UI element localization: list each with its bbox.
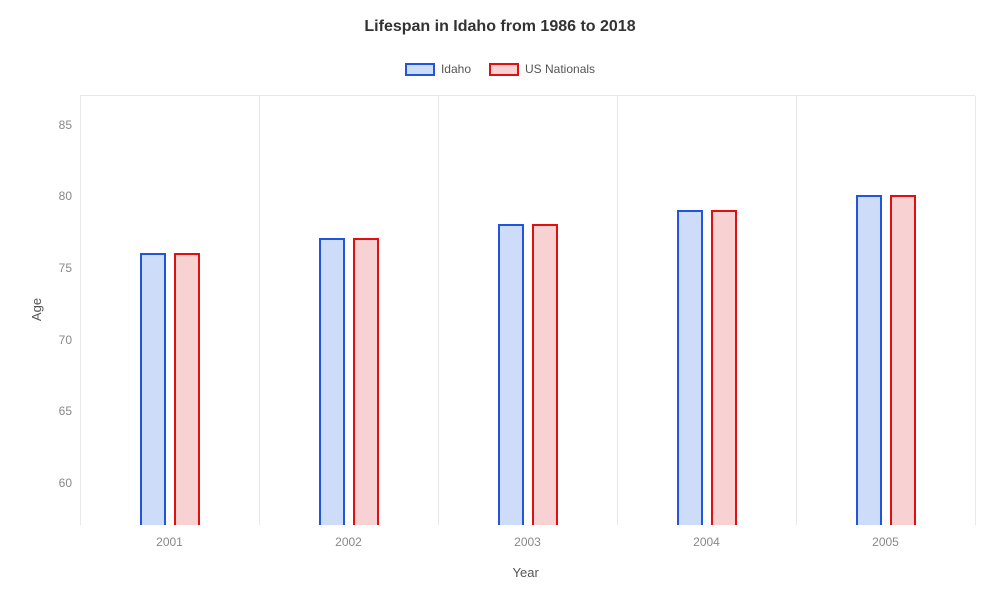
x-tick-label: 2003 xyxy=(514,535,541,549)
y-axis-label: Age xyxy=(29,298,44,321)
bar-us-nationals-2002 xyxy=(353,238,379,525)
bar-idaho-2001 xyxy=(140,253,166,525)
x-axis-label: Year xyxy=(513,565,539,580)
gridline-vertical xyxy=(617,96,618,525)
legend-label-usnationals: US Nationals xyxy=(525,62,595,76)
gridline-vertical xyxy=(438,96,439,525)
bar-us-nationals-2005 xyxy=(890,195,916,525)
chart-legend: Idaho US Nationals xyxy=(0,62,1000,76)
chart-title: Lifespan in Idaho from 1986 to 2018 xyxy=(0,18,1000,36)
gridline-vertical xyxy=(796,96,797,525)
y-tick-label: 65 xyxy=(59,404,72,418)
plot-area: 60657075808520012002200320042005 xyxy=(80,95,975,525)
y-tick-label: 70 xyxy=(59,333,72,347)
y-tick-label: 80 xyxy=(59,189,72,203)
bar-us-nationals-2003 xyxy=(532,224,558,525)
y-tick-label: 60 xyxy=(59,476,72,490)
x-tick-label: 2005 xyxy=(872,535,899,549)
bar-idaho-2003 xyxy=(498,224,524,525)
legend-item-idaho: Idaho xyxy=(405,62,471,76)
lifespan-bar-chart: Lifespan in Idaho from 1986 to 2018 Idah… xyxy=(0,0,1000,600)
gridline-vertical xyxy=(259,96,260,525)
bar-idaho-2005 xyxy=(856,195,882,525)
x-tick-label: 2001 xyxy=(156,535,183,549)
legend-swatch-idaho xyxy=(405,63,435,76)
gridline-vertical xyxy=(975,96,976,525)
bar-us-nationals-2001 xyxy=(174,253,200,525)
x-tick-label: 2004 xyxy=(693,535,720,549)
bar-idaho-2004 xyxy=(677,210,703,525)
legend-swatch-usnationals xyxy=(489,63,519,76)
x-tick-label: 2002 xyxy=(335,535,362,549)
legend-item-usnationals: US Nationals xyxy=(489,62,595,76)
bar-us-nationals-2004 xyxy=(711,210,737,525)
gridline-vertical xyxy=(80,96,81,525)
y-tick-label: 85 xyxy=(59,118,72,132)
y-tick-label: 75 xyxy=(59,261,72,275)
legend-label-idaho: Idaho xyxy=(441,62,471,76)
bar-idaho-2002 xyxy=(319,238,345,525)
